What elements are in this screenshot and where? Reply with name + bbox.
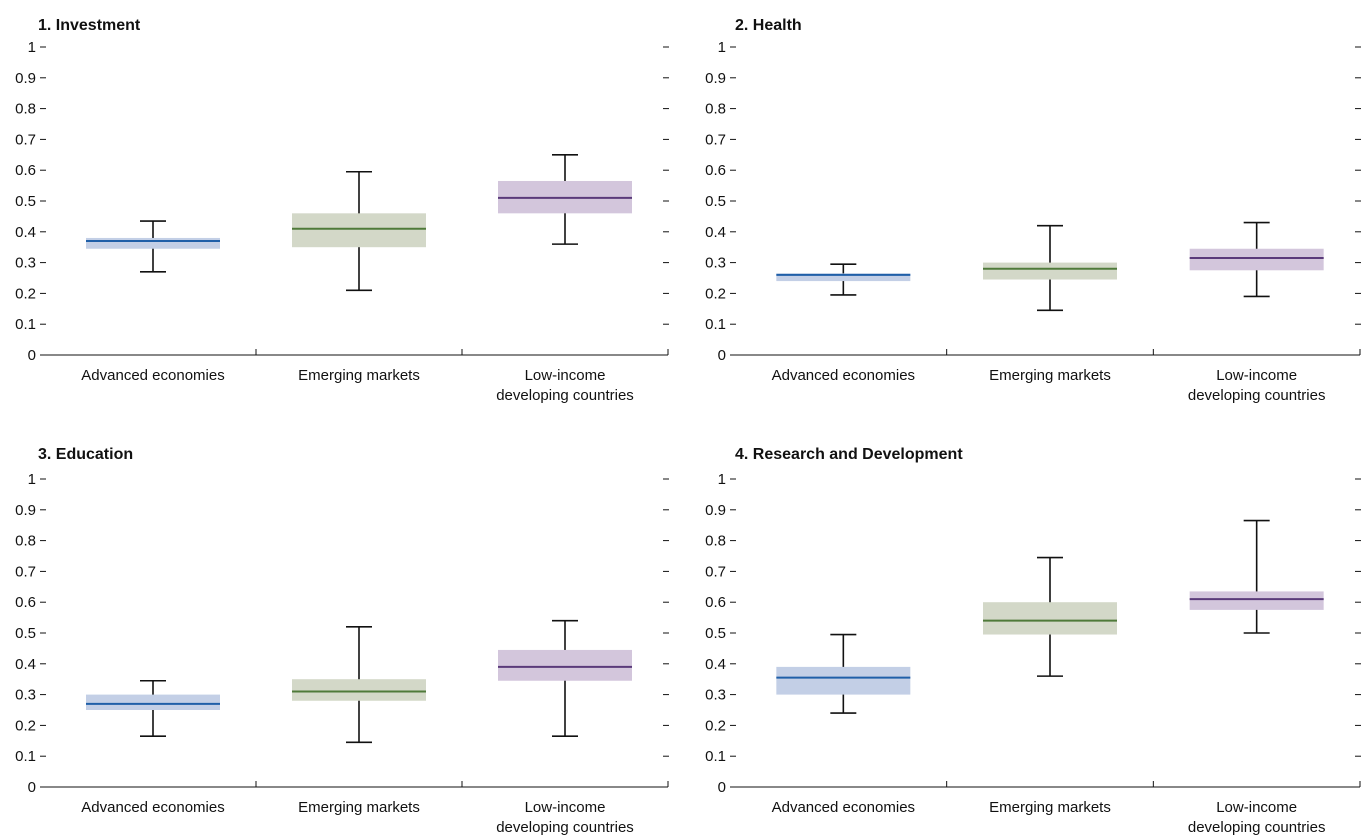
iqr-box bbox=[292, 679, 426, 701]
y-tick-label: 0.5 bbox=[15, 193, 36, 210]
chart-panel-2: 2. Health 0 0.1 0.2 0.3 0.4 0.5 0.6 0.7 0.8 0.9 1 Ad… bbox=[705, 17, 1361, 404]
y-tick-label: 0.6 bbox=[15, 594, 36, 611]
iqr-box bbox=[776, 273, 911, 282]
x-category-label: developing countries bbox=[496, 387, 634, 404]
x-category-label: Emerging markets bbox=[989, 799, 1111, 816]
y-tick-label: 0.1 bbox=[15, 316, 36, 333]
y-tick-label: 0.4 bbox=[15, 656, 36, 673]
x-category-label: Advanced economies bbox=[772, 367, 915, 384]
y-tick-label: 0.1 bbox=[705, 748, 726, 765]
y-tick-label: 0 bbox=[718, 347, 726, 364]
x-category-label: Advanced economies bbox=[81, 799, 224, 816]
chart-panel-1: 1. Investment 0 0.1 0.2 0.3 0.4 0.5 0.6 0.7 0.8 0.… bbox=[15, 17, 669, 404]
y-tick-label: 0.1 bbox=[15, 748, 36, 765]
y-tick-label: 0.5 bbox=[705, 193, 726, 210]
y-tick-label: 0.4 bbox=[15, 224, 36, 241]
y-tick-label: 0.2 bbox=[15, 285, 36, 302]
y-tick-label: 0.3 bbox=[15, 255, 36, 272]
iqr-box bbox=[1189, 591, 1324, 610]
y-tick-label: 0.8 bbox=[705, 533, 726, 550]
panel-title: 1. Investment bbox=[38, 17, 141, 34]
x-category-label: Emerging markets bbox=[298, 367, 420, 384]
y-tick-label: 0.7 bbox=[705, 131, 726, 148]
y-tick-label: 0.7 bbox=[15, 131, 36, 148]
y-tick-label: 0.5 bbox=[705, 625, 726, 642]
x-category-label: Low-income bbox=[525, 799, 606, 816]
x-category-label: developing countries bbox=[1188, 819, 1326, 836]
y-tick-label: 0.3 bbox=[705, 687, 726, 704]
y-tick-label: 1 bbox=[718, 39, 726, 56]
iqr-box bbox=[983, 262, 1117, 280]
y-tick-label: 0.9 bbox=[705, 70, 726, 87]
x-category-label: developing countries bbox=[1188, 387, 1326, 404]
chart-panel-4: 4. Research and Development 0 0.1 0.2 0.3 0.4… bbox=[705, 446, 1361, 836]
x-category-label: Low-income bbox=[1216, 367, 1297, 384]
x-category-label: Emerging markets bbox=[989, 367, 1111, 384]
panel-title: 2. Health bbox=[735, 17, 802, 34]
y-tick-label: 0.6 bbox=[705, 162, 726, 179]
iqr-box bbox=[86, 694, 220, 710]
y-tick-label: 1 bbox=[718, 471, 726, 488]
iqr-box bbox=[1189, 248, 1324, 271]
y-tick-label: 0.1 bbox=[705, 316, 726, 333]
y-tick-label: 0.6 bbox=[705, 594, 726, 611]
panel-title: 4. Research and Development bbox=[735, 446, 963, 463]
iqr-box bbox=[776, 666, 911, 695]
y-tick-label: 0.3 bbox=[705, 255, 726, 272]
y-tick-label: 0.4 bbox=[705, 224, 726, 241]
y-tick-label: 1 bbox=[28, 471, 36, 488]
x-category-label: Low-income bbox=[1216, 799, 1297, 816]
iqr-box bbox=[86, 237, 220, 249]
iqr-box bbox=[498, 649, 632, 681]
iqr-box bbox=[292, 213, 426, 248]
y-tick-label: 0.9 bbox=[15, 70, 36, 87]
y-tick-label: 1 bbox=[28, 39, 36, 56]
y-tick-label: 0.2 bbox=[15, 717, 36, 734]
y-tick-label: 0 bbox=[718, 779, 726, 796]
y-tick-label: 0 bbox=[28, 779, 36, 796]
y-tick-label: 0.7 bbox=[705, 563, 726, 580]
chart-panel-3: 3. Education 0 0.1 0.2 0.3 0.4 0.5 0.6 0.7 0.8 0.9… bbox=[15, 446, 669, 836]
x-category-label: Low-income bbox=[525, 367, 606, 384]
x-category-label: Advanced economies bbox=[772, 799, 915, 816]
y-tick-label: 0.9 bbox=[705, 502, 726, 519]
y-tick-label: 0.2 bbox=[705, 717, 726, 734]
x-category-label: Emerging markets bbox=[298, 799, 420, 816]
iqr-box bbox=[983, 602, 1117, 635]
y-tick-label: 0 bbox=[28, 347, 36, 364]
y-tick-label: 0.7 bbox=[15, 563, 36, 580]
y-tick-label: 0.2 bbox=[705, 285, 726, 302]
y-tick-label: 0.6 bbox=[15, 162, 36, 179]
y-tick-label: 0.8 bbox=[15, 101, 36, 118]
y-tick-label: 0.8 bbox=[705, 101, 726, 118]
x-category-label: developing countries bbox=[496, 819, 634, 836]
y-tick-label: 0.3 bbox=[15, 687, 36, 704]
y-tick-label: 0.5 bbox=[15, 625, 36, 642]
panel-title: 3. Education bbox=[38, 446, 133, 463]
y-tick-label: 0.4 bbox=[705, 656, 726, 673]
y-tick-label: 0.8 bbox=[15, 533, 36, 550]
y-tick-label: 0.9 bbox=[15, 502, 36, 519]
x-category-label: Advanced economies bbox=[81, 367, 224, 384]
